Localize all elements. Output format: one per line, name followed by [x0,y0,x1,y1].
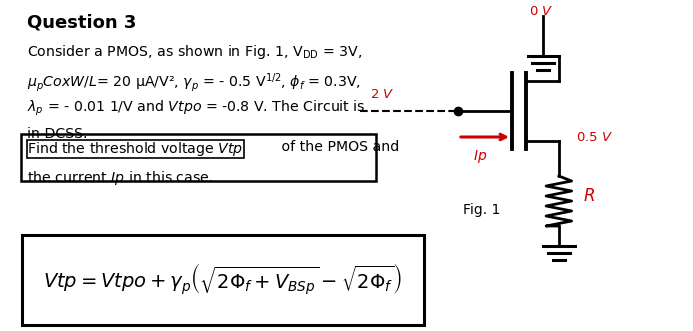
Text: $\mathit{Ip}$: $\mathit{Ip}$ [473,148,488,165]
Text: $\mathit{0\ V}$: $\mathit{0\ V}$ [529,5,554,18]
FancyBboxPatch shape [21,134,376,181]
Text: Find the threshold voltage $\mathit{Vtp}$: Find the threshold voltage $\mathit{Vtp}… [27,140,243,158]
Text: Question 3: Question 3 [27,13,137,31]
Text: the current $\mathit{Ip}$ in this case.: the current $\mathit{Ip}$ in this case. [27,169,213,187]
Text: $\mathit{0.5\ V}$: $\mathit{0.5\ V}$ [575,130,613,144]
Text: in DCSS.: in DCSS. [27,127,88,141]
Text: Fig. 1: Fig. 1 [463,203,500,217]
Text: Consider a PMOS, as shown in Fig. 1, V$_{\mathregular{DD}}$ = 3V,: Consider a PMOS, as shown in Fig. 1, V$_… [27,43,362,61]
Text: $\mathit{Vtp} = \mathit{Vtpo} + \gamma_p\left(\sqrt{2\Phi_f + V_{BSp}} - \sqrt{2: $\mathit{Vtp} = \mathit{Vtpo} + \gamma_p… [44,261,403,297]
Text: $\lambda_p$ = - 0.01 1/V and $\mathit{Vtpo}$ = -0.8 V. The Circuit is: $\lambda_p$ = - 0.01 1/V and $\mathit{Vt… [27,99,366,118]
Text: $\mu_p\mathit{CoxW/L}$= 20 μA/V², $\gamma_p$ = - 0.5 V$^{1/2}$, $\phi_f$ = 0.3V,: $\mu_p\mathit{CoxW/L}$= 20 μA/V², $\gamm… [27,71,361,94]
Text: $\mathit{2\ V}$: $\mathit{2\ V}$ [370,88,394,101]
FancyBboxPatch shape [22,235,423,325]
Text: $\mathit{R}$: $\mathit{R}$ [584,187,595,205]
Text: of the PMOS and: of the PMOS and [277,140,399,154]
